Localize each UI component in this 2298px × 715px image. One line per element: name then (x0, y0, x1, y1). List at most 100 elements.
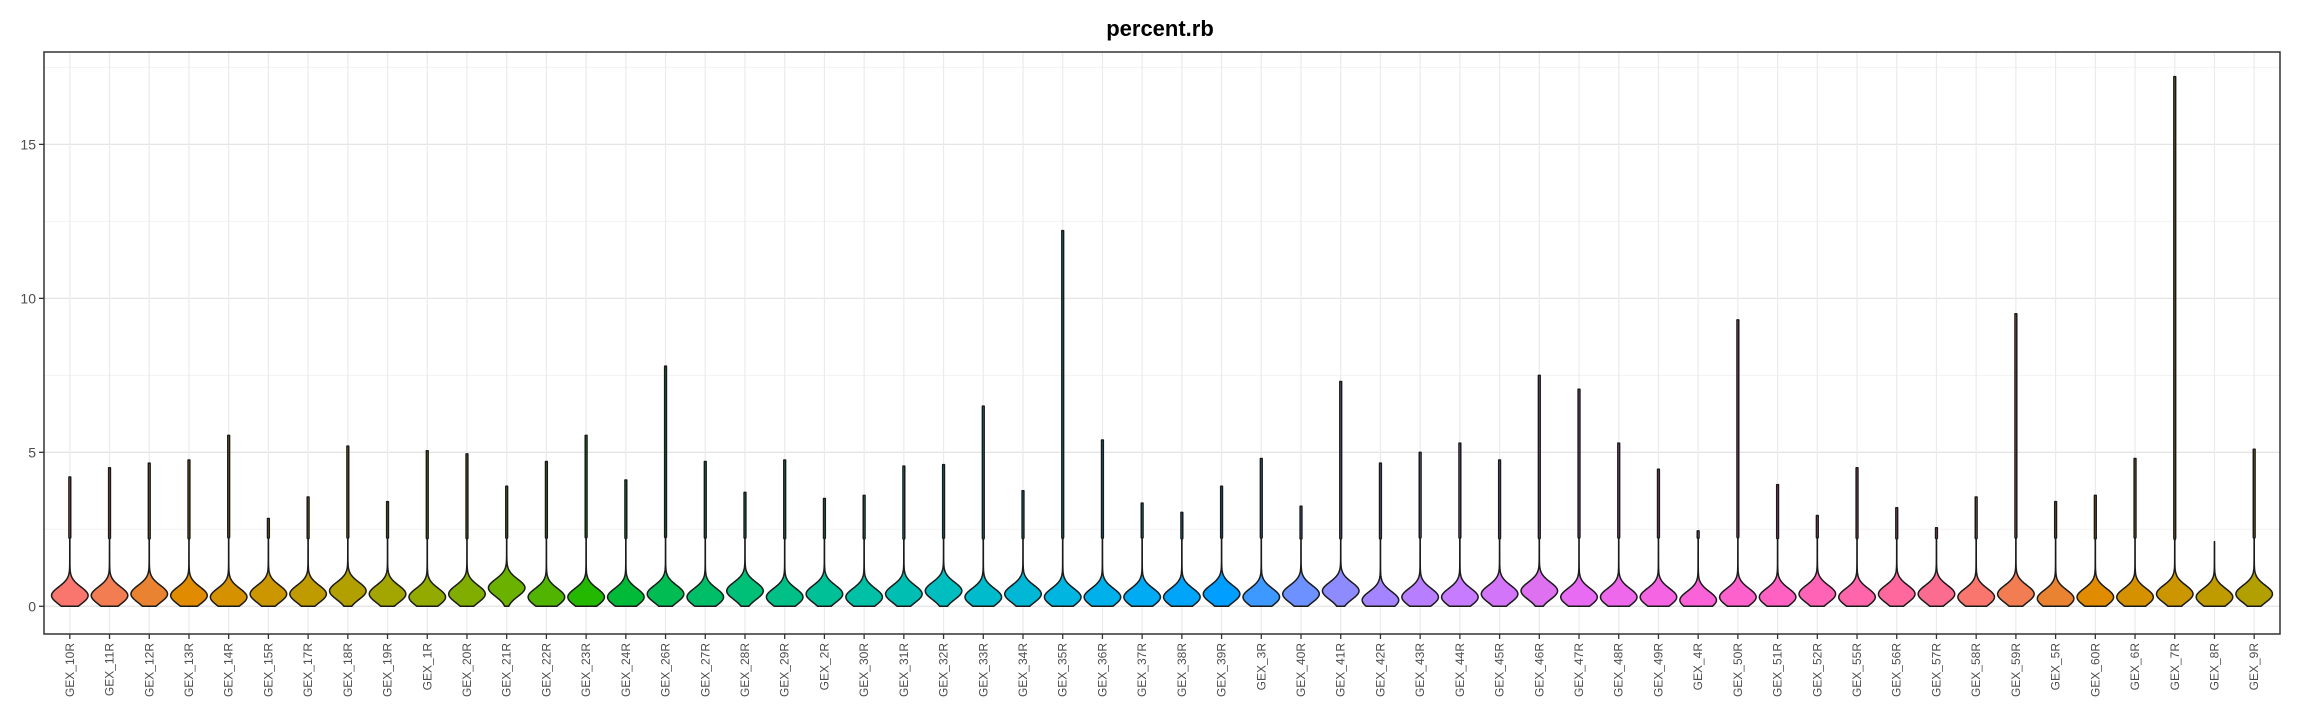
violin-GEX_14R (209, 434, 248, 608)
violin-GEX_32R (924, 463, 963, 608)
violin-GEX_28R (725, 491, 764, 608)
x-tick-label: GEX_50R (1731, 643, 1745, 697)
x-tick-label: GEX_55R (1850, 643, 1864, 697)
violin-GEX_55R (1838, 466, 1877, 608)
violin-GEX_34R (1003, 490, 1043, 608)
x-tick-label: GEX_28R (738, 643, 752, 697)
violin-GEX_51R (1758, 483, 1797, 608)
violin-GEX_20R (447, 453, 486, 608)
violin-GEX_43R (1401, 451, 1440, 608)
x-tick-label: GEX_51R (1771, 643, 1785, 697)
violin-GEX_39R (1202, 485, 1241, 608)
x-tick-label: GEX_36R (1095, 643, 1109, 697)
violin-GEX_13R (169, 459, 208, 608)
violin-GEX_21R (487, 485, 526, 608)
violin-GEX_42R (1361, 462, 1400, 608)
violin-GEX_59R (1996, 313, 2035, 608)
x-tick-label: GEX_42R (1373, 643, 1387, 697)
x-tick-label: GEX_32R (937, 643, 951, 697)
violin-GEX_41R (1321, 380, 1360, 608)
violin-GEX_23R (567, 434, 606, 608)
violin-GEX_27R (686, 460, 725, 608)
y-tick-label: 15 (20, 136, 36, 152)
x-tick-label: GEX_11R (103, 643, 117, 696)
x-tick-label: GEX_48R (1612, 643, 1626, 697)
y-axis: 0 5 10 15 (20, 136, 44, 614)
x-tick-label: GEX_4R (1691, 643, 1705, 691)
violin-GEX_26R (646, 365, 685, 608)
violin-GEX_57R (1917, 527, 1956, 608)
violin-GEX_30R (845, 494, 884, 608)
violin-GEX_46R (1520, 374, 1559, 608)
violin-GEX_6R (2116, 457, 2155, 608)
x-tick-label: GEX_43R (1413, 643, 1427, 697)
x-axis: GEX_10R GEX_11R GEX_12R GEX_13R GEX_14R GEX_1… (63, 634, 2261, 697)
x-tick-label: GEX_1R (420, 643, 434, 691)
violin-GEX_50R (1718, 319, 1757, 608)
x-tick-label: GEX_29R (778, 643, 792, 697)
x-tick-label: GEX_34R (1016, 643, 1030, 697)
x-tick-label: GEX_23R (579, 643, 593, 697)
violin-GEX_47R (1560, 388, 1599, 608)
violin-GEX_29R (765, 459, 804, 608)
violin-GEX_17R (289, 496, 328, 608)
violin-GEX_19R (368, 500, 407, 608)
violin-GEX_37R (1123, 502, 1162, 608)
violin-GEX_7R (2155, 75, 2194, 608)
x-tick-label: GEX_35R (1056, 643, 1070, 697)
x-tick-label: GEX_18R (341, 643, 355, 697)
violin-GEX_58R (1957, 496, 1996, 608)
x-tick-label: GEX_41R (1334, 643, 1348, 697)
x-tick-label: GEX_44R (1453, 643, 1467, 697)
x-tick-label: GEX_12R (142, 643, 156, 697)
x-tick-label: GEX_21R (500, 643, 514, 697)
violin-GEX_2R (805, 497, 844, 608)
violin-GEX_15R (249, 517, 288, 608)
plot-panel-border (43, 51, 2281, 635)
x-tick-label: GEX_49R (1651, 643, 1665, 697)
x-tick-label: GEX_57R (1929, 643, 1943, 697)
x-tick-label: GEX_19R (381, 643, 395, 697)
x-tick-label: GEX_6R (2128, 643, 2142, 691)
x-tick-label: GEX_22R (539, 643, 553, 697)
violin-GEX_5R (2036, 500, 2075, 608)
x-tick-label: GEX_58R (1969, 643, 1983, 697)
violin-GEX_3R (1242, 457, 1281, 608)
violin-GEX_31R (884, 465, 923, 608)
x-tick-label: GEX_46R (1532, 643, 1546, 697)
violin-GEX_48R (1599, 442, 1638, 608)
violin-GEX_22R (527, 460, 566, 608)
x-tick-label: GEX_5R (2049, 643, 2063, 691)
x-tick-label: GEX_59R (2009, 643, 2023, 697)
x-tick-label: GEX_17R (301, 643, 315, 697)
x-tick-label: GEX_20R (460, 643, 474, 697)
y-tick-label: 10 (20, 290, 36, 306)
violin-GEX_36R (1083, 439, 1122, 608)
violin-GEX_10R (50, 476, 89, 608)
violin-GEX_4R (1679, 530, 1718, 608)
violin-GEX_18R (328, 445, 367, 608)
violin-GEX_33R (964, 405, 1003, 608)
violin-GEX_8R (2195, 540, 2234, 608)
y-tick-label: 5 (28, 444, 36, 460)
x-tick-label: GEX_8R (2207, 643, 2221, 691)
x-tick-label: GEX_9R (2247, 643, 2261, 691)
x-tick-label: GEX_40R (1294, 643, 1308, 697)
x-tick-label: GEX_33R (976, 643, 990, 697)
violin-GEX_38R (1162, 511, 1201, 608)
x-tick-label: GEX_2R (817, 643, 831, 691)
violin-GEX_1R (408, 450, 447, 608)
violin-GEX_12R (130, 462, 169, 608)
violins (50, 75, 2274, 608)
y-tick-label: 0 (28, 598, 36, 614)
x-tick-label: GEX_37R (1135, 643, 1149, 697)
x-tick-label: GEX_38R (1175, 643, 1189, 697)
x-tick-label: GEX_45R (1493, 643, 1507, 697)
violin-GEX_60R (2076, 494, 2115, 608)
x-tick-label: GEX_10R (63, 643, 77, 697)
violin-GEX_24R (606, 479, 645, 608)
violin-GEX_40R (1281, 505, 1321, 608)
x-tick-label: GEX_60R (2088, 643, 2102, 697)
chart-title: percent.rb (1106, 16, 1214, 41)
